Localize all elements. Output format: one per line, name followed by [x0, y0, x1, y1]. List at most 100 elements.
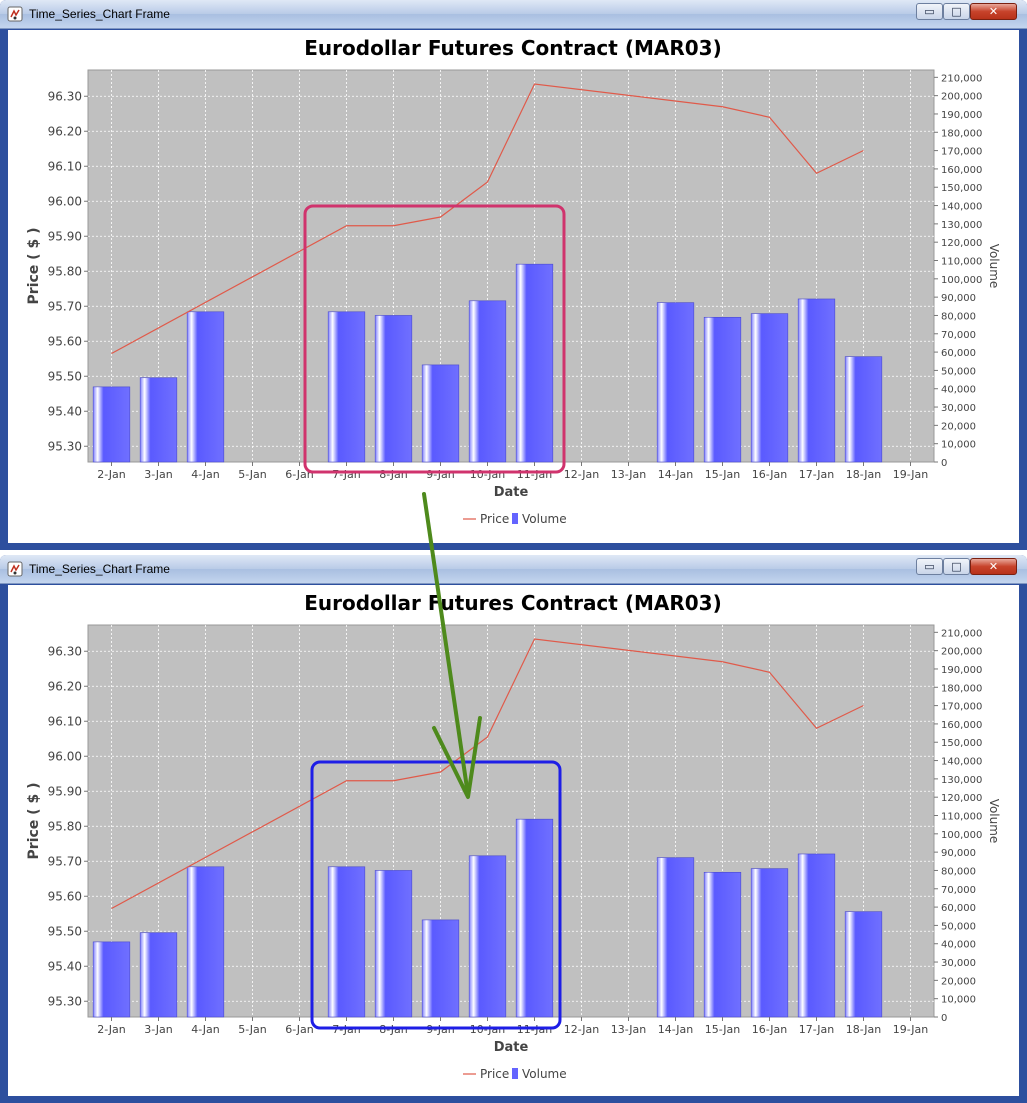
x-tick-label: 16-Jan	[752, 1023, 788, 1036]
volume-bar	[844, 356, 883, 463]
time-series-chart: Eurodollar Futures Contract (MAR03) 2-Jan…	[26, 36, 1001, 526]
volume-bar	[139, 377, 178, 463]
x-tick-label: 8-Jan	[379, 468, 408, 481]
right-tick-label: 60,000	[941, 903, 976, 914]
x-tick-label: 11-Jan	[517, 468, 553, 481]
close-button[interactable]: ✕	[970, 3, 1017, 20]
right-tick-label: 190,000	[941, 110, 982, 121]
left-tick-label: 95.90	[48, 784, 82, 798]
volume-bar	[515, 818, 554, 1018]
right-tick-label: 140,000	[941, 202, 982, 213]
highlight-box	[303, 204, 566, 474]
right-tick-label: 60,000	[941, 348, 976, 359]
title-bar[interactable]: Time_Series_Chart Frame ▭ □ ✕	[0, 555, 1027, 584]
x-tick-label: 17-Jan	[799, 1023, 835, 1036]
legend-volume-label: Volume	[522, 512, 567, 526]
volume-bar	[421, 364, 460, 463]
volume-bar	[844, 911, 883, 1018]
legend-volume-swatch	[512, 513, 518, 524]
volume-bar	[92, 941, 131, 1018]
close-button[interactable]: ✕	[970, 558, 1017, 575]
right-tick-label: 120,000	[941, 793, 982, 804]
java-app-icon	[7, 6, 23, 22]
right-tick-label: 130,000	[941, 220, 982, 231]
right-tick-label: 10,000	[941, 440, 976, 451]
volume-bar	[750, 868, 789, 1018]
left-tick-label: 95.30	[48, 439, 82, 453]
title-bar[interactable]: Time_Series_Chart Frame ▭ □ ✕	[0, 0, 1027, 29]
volume-bar	[515, 263, 554, 463]
volume-bar	[186, 311, 225, 463]
price-line	[111, 83, 864, 355]
right-tick-label: 110,000	[941, 812, 982, 823]
left-tick-label: 95.50	[48, 924, 82, 938]
x-tick-label: 2-Jan	[97, 468, 126, 481]
right-tick-label: 160,000	[941, 720, 982, 731]
left-tick-label: 96.10	[48, 159, 82, 173]
x-axis-title: Date	[494, 485, 529, 500]
right-tick-label: 90,000	[941, 293, 976, 304]
right-tick-label: 110,000	[941, 257, 982, 268]
x-tick-label: 2-Jan	[97, 1023, 126, 1036]
right-tick-label: 50,000	[941, 366, 976, 377]
volume-bar	[139, 932, 178, 1018]
right-tick-label: 30,000	[941, 403, 976, 414]
chart-panel: Eurodollar Futures Contract (MAR03) 2-Jan…	[8, 30, 1019, 543]
x-tick-label: 19-Jan	[893, 468, 929, 481]
x-tick-label: 3-Jan	[144, 468, 173, 481]
volume-bar	[468, 855, 507, 1018]
minimize-button[interactable]: ▭	[916, 558, 943, 575]
right-tick-label: 200,000	[941, 92, 982, 103]
x-tick-label: 5-Jan	[238, 1023, 267, 1036]
x-tick-label: 13-Jan	[611, 468, 647, 481]
x-tick-label: 14-Jan	[658, 468, 694, 481]
left-tick-label: 96.00	[48, 194, 82, 208]
left-tick-label: 96.20	[48, 124, 82, 138]
left-tick-label: 96.30	[48, 644, 82, 658]
x-tick-label: 19-Jan	[893, 1023, 929, 1036]
right-tick-label: 90,000	[941, 848, 976, 859]
x-tick-label: 17-Jan	[799, 468, 835, 481]
maximize-button[interactable]: □	[943, 3, 970, 20]
left-tick-label: 95.40	[48, 959, 82, 973]
left-tick-label: 95.40	[48, 404, 82, 418]
x-tick-label: 4-Jan	[191, 468, 220, 481]
chart-window-top: Time_Series_Chart Frame ▭ □ ✕ Eurodollar…	[0, 0, 1027, 550]
left-tick-label: 96.30	[48, 89, 82, 103]
x-tick-label: 18-Jan	[846, 1023, 882, 1036]
maximize-button[interactable]: □	[943, 558, 970, 575]
left-tick-label: 96.00	[48, 749, 82, 763]
volume-bar	[797, 298, 836, 463]
left-tick-label: 95.60	[48, 889, 82, 903]
chart-panel: Eurodollar Futures Contract (MAR03) 2-Jan…	[8, 585, 1019, 1096]
chart-title: Eurodollar Futures Contract (MAR03)	[304, 591, 721, 615]
volume-bar	[750, 313, 789, 463]
legend-volume-label: Volume	[522, 1067, 567, 1081]
right-tick-label: 0	[941, 458, 947, 469]
left-tick-label: 95.60	[48, 334, 82, 348]
chart-title: Eurodollar Futures Contract (MAR03)	[304, 36, 721, 60]
right-tick-label: 150,000	[941, 738, 982, 749]
right-tick-label: 80,000	[941, 866, 976, 877]
x-tick-label: 18-Jan	[846, 468, 882, 481]
right-tick-label: 80,000	[941, 311, 976, 322]
right-tick-label: 210,000	[941, 628, 982, 639]
legend-price-label: Price	[480, 512, 509, 526]
x-tick-label: 6-Jan	[285, 468, 314, 481]
x-tick-label: 10-Jan	[470, 468, 506, 481]
volume-bar	[797, 853, 836, 1018]
price-line	[111, 638, 864, 910]
x-tick-label: 12-Jan	[564, 468, 600, 481]
right-tick-label: 120,000	[941, 238, 982, 249]
x-tick-label: 4-Jan	[191, 1023, 220, 1036]
x-tick-label: 12-Jan	[564, 1023, 600, 1036]
right-tick-label: 20,000	[941, 421, 976, 432]
right-tick-label: 130,000	[941, 775, 982, 786]
minimize-button[interactable]: ▭	[916, 3, 943, 20]
left-axis-title: Price ( $ )	[26, 783, 42, 860]
volume-bar	[186, 866, 225, 1018]
chart-window-bottom: Time_Series_Chart Frame ▭ □ ✕ Eurodollar…	[0, 555, 1027, 1103]
right-tick-label: 100,000	[941, 830, 982, 841]
right-tick-label: 200,000	[941, 647, 982, 658]
x-tick-label: 15-Jan	[705, 468, 741, 481]
